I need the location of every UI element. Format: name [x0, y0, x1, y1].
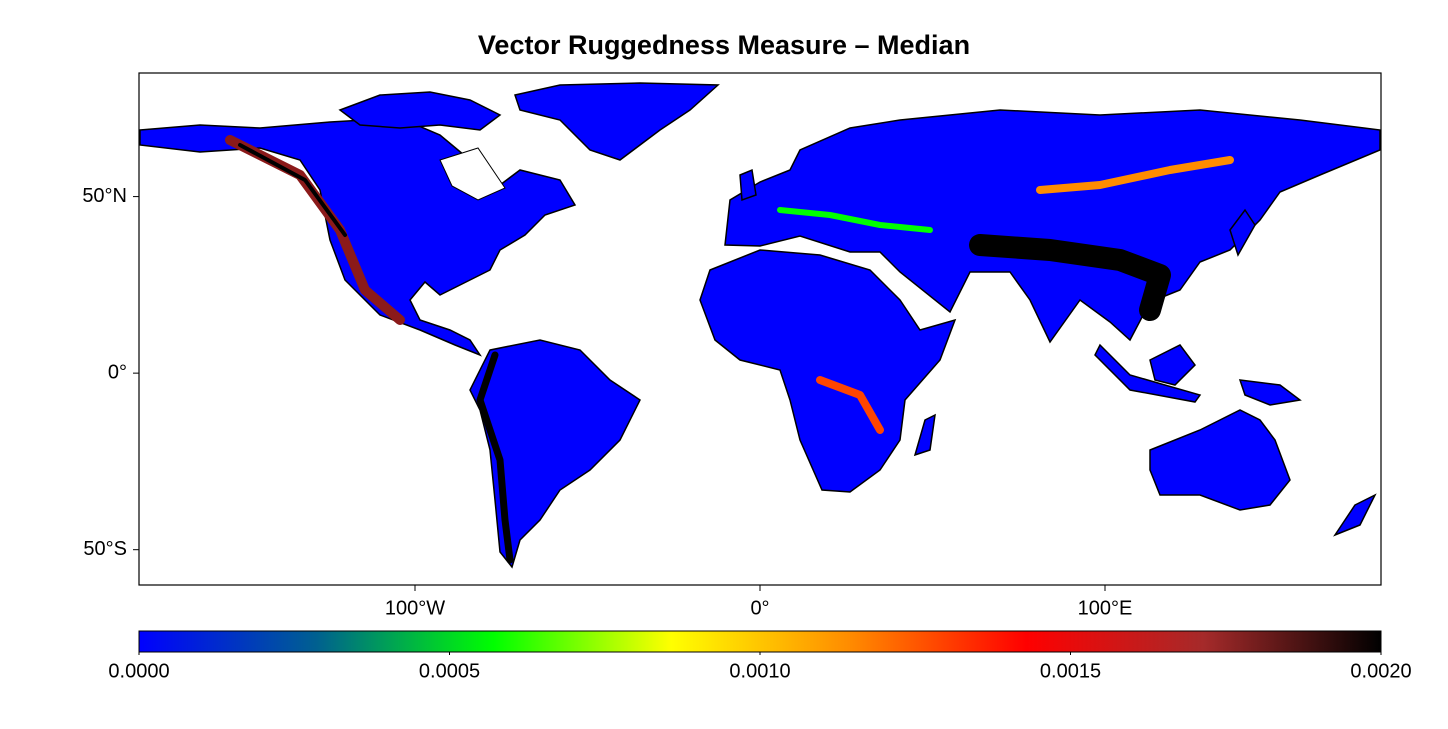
eurasia: [724, 109, 1381, 344]
colorbar-tick-label: 0.0020: [1350, 660, 1411, 682]
land-masses: [139, 82, 1381, 569]
madagascar: [913, 413, 936, 457]
colorbar-tick-label: 0.0010: [729, 660, 790, 682]
africa: [699, 249, 957, 493]
himalaya: [969, 234, 1171, 321]
rockies-core: [238, 143, 347, 237]
hudson-bay: [439, 147, 506, 201]
x-tick-label: 100°W: [385, 597, 445, 619]
greenland: [514, 82, 720, 161]
australia: [1149, 409, 1291, 511]
north-america: [139, 117, 577, 357]
south-america: [469, 339, 641, 569]
new-guinea: [1238, 379, 1302, 406]
colorbar-tick-label: 0.0015: [1040, 660, 1101, 682]
borneo: [1149, 344, 1196, 386]
x-tick-label: 100°E: [1078, 597, 1133, 619]
alps: [777, 207, 933, 233]
map-title: Vector Ruggedness Measure – Median: [478, 30, 970, 60]
colorbar-tick-label: 0.0005: [419, 660, 480, 682]
japan: [1229, 208, 1256, 257]
east-africa: [816, 376, 884, 434]
x-tick-label: 0°: [750, 597, 769, 619]
colorbar-tick-label: 0.0000: [108, 660, 169, 682]
y-tick-label: 0°: [108, 361, 127, 383]
new-zealand: [1333, 493, 1377, 537]
andes: [476, 351, 514, 564]
arctic-islands: [338, 91, 502, 131]
rugged-terrain: [225, 135, 1234, 564]
britain: [739, 168, 757, 202]
colorbar: [138, 630, 1382, 653]
sumatra-java: [1094, 343, 1202, 403]
central-asia: [1036, 156, 1234, 194]
y-tick-label: 50°S: [83, 538, 127, 560]
y-tick-label: 50°N: [82, 185, 127, 207]
